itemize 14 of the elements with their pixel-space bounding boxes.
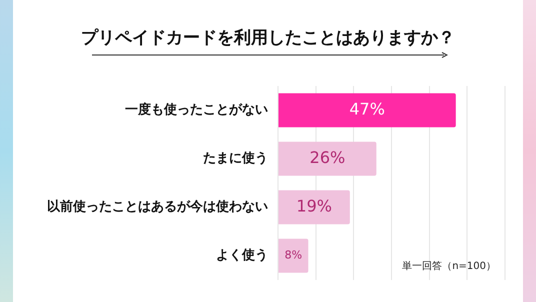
data-label: 8% xyxy=(284,248,302,262)
y-tick-label: 一度も使ったことがない xyxy=(125,102,268,118)
bar xyxy=(278,190,350,224)
bar xyxy=(278,142,376,176)
y-tick-label: たまに使う xyxy=(203,151,268,166)
data-label: 26% xyxy=(310,148,346,167)
y-tick-label: よく使う xyxy=(216,248,268,264)
annotation: 単一回答（n=100） xyxy=(402,260,496,273)
data-label: 47% xyxy=(349,99,385,118)
y-tick-label: 以前使ったことはあるが今は使わない xyxy=(47,200,268,215)
bar xyxy=(278,238,308,273)
chart-title: プリペイドカードを利用したことはありますか？ xyxy=(80,27,456,49)
bar xyxy=(278,93,456,128)
data-label: 19% xyxy=(296,196,332,216)
